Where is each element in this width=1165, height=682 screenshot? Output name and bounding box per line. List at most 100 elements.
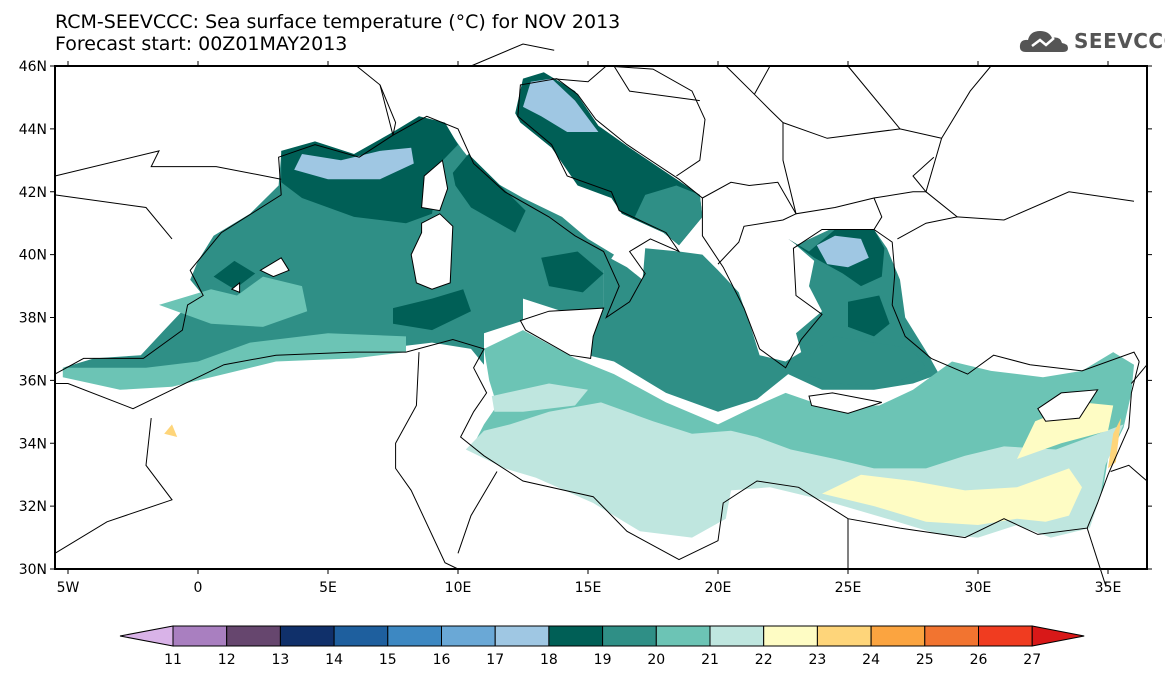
colorbar-label: 20 [647, 652, 665, 668]
lon-tick-label: 15E [575, 580, 602, 596]
colorbar: 11 12 13 14 15 16 17 18 19 20 21 22 23 24 25 26 27 [119, 625, 1085, 668]
sst-region-23 [803, 336, 926, 387]
sst-region-6 [541, 251, 604, 293]
latitude-axis: 46N 44N 42N 40N 38N 36N 34N 32N 30N [19, 59, 1152, 578]
lon-tick-label: 10E [445, 580, 472, 596]
colorbar-box [924, 625, 979, 647]
lat-tick-label: 30N [19, 562, 47, 578]
border-line-9 [1110, 464, 1148, 482]
colorbar-label: 13 [271, 652, 289, 668]
lon-tick-label: 25E [835, 580, 862, 596]
colorbar-box [602, 625, 657, 647]
lat-tick-label: 32N [19, 499, 47, 515]
border-line-19 [957, 191, 1135, 221]
border-line-21 [941, 65, 992, 139]
colorbar-label: 26 [970, 652, 988, 668]
colorbar-label: 18 [540, 652, 558, 668]
border-line-14 [613, 65, 700, 102]
colorbar-box [226, 625, 281, 647]
logo-text: SEEVCCC [1074, 29, 1165, 53]
colorbar-max-arrow [1031, 625, 1085, 647]
colorbar-box [441, 625, 496, 647]
seevccc-logo: SEEVCCC [1018, 26, 1165, 56]
lon-tick-label: 0 [194, 580, 203, 596]
colorbar-label: 17 [486, 652, 504, 668]
colorbar-label: 21 [701, 652, 719, 668]
sst-region-5 [452, 154, 526, 233]
border-line-10 [1131, 364, 1148, 384]
colorbar-box [655, 625, 711, 647]
colorbar-box [172, 625, 228, 647]
colorbar-label: 19 [594, 652, 612, 668]
lat-tick-label: 34N [19, 436, 47, 452]
colorbar-label: 27 [1023, 652, 1041, 668]
border-line-2 [54, 150, 282, 180]
sst-region-15 [491, 383, 588, 412]
sst-region-8 [213, 260, 256, 290]
colorbar-box [763, 625, 818, 647]
lon-tick-label: 20E [705, 580, 732, 596]
cloud-icon [1019, 31, 1068, 52]
border-line-3 [54, 194, 173, 240]
island-0 [410, 213, 454, 290]
border-line-18 [873, 191, 959, 240]
sst-region-18 [1108, 418, 1121, 469]
colorbar-box [494, 625, 550, 647]
border-line-23 [753, 65, 771, 95]
colorbar-box [333, 625, 389, 647]
border-line-8 [1086, 527, 1106, 585]
island-3 [259, 257, 290, 278]
colorbar-box [816, 625, 872, 647]
colorbar-label: 11 [164, 652, 182, 668]
border-line-22 [847, 65, 901, 130]
colorbar-min-arrow [119, 625, 174, 647]
island-1 [421, 159, 449, 212]
border-line-6 [457, 471, 498, 554]
chart-title: RCM-SEEVCCC: Sea surface temperature (°C… [55, 11, 621, 33]
sst-region-17 [1017, 402, 1114, 459]
colorbar-label: 15 [379, 652, 397, 668]
island-6 [230, 281, 241, 294]
island-2 [519, 307, 605, 359]
colorbar-label: 12 [218, 652, 236, 668]
colorbar-box [978, 625, 1033, 647]
longitude-axis: 5W 0 5E 10E 15E 20E 25E 30E 35E [57, 61, 1122, 596]
border-line-15 [702, 181, 797, 265]
border-line-5 [395, 352, 459, 570]
lat-tick-label: 38N [19, 311, 47, 327]
sst-region-16 [822, 468, 1082, 525]
border-line-0 [55, 338, 1140, 561]
sst-region-21 [816, 235, 869, 268]
sst-region-10 [523, 78, 599, 132]
lat-tick-label: 36N [19, 373, 47, 389]
colorbar-box [387, 625, 442, 647]
colorbar-label: 22 [755, 652, 773, 668]
colorbar-label: 16 [433, 652, 451, 668]
island-5 [1037, 389, 1099, 422]
sst-region-2 [159, 276, 308, 327]
lon-tick-label: 30E [965, 580, 992, 596]
sst-region-11 [634, 185, 703, 246]
border-line-13 [551, 65, 706, 177]
sst-region-1 [62, 333, 407, 390]
sst-region-22 [848, 295, 890, 337]
sst-region-4 [294, 147, 414, 180]
border-line-24 [379, 84, 394, 136]
border-line-1 [54, 78, 1140, 375]
lon-tick-label: 35E [1095, 580, 1122, 596]
lon-tick-label: 5E [319, 580, 337, 596]
lat-tick-label: 46N [19, 59, 47, 75]
sst-region-19 [164, 424, 178, 437]
border-line-12 [470, 43, 555, 67]
colorbar-box [870, 625, 926, 647]
lat-tick-label: 44N [19, 122, 47, 138]
border-line-17 [782, 122, 943, 193]
colorbar-box [548, 625, 604, 647]
border-line-16 [782, 122, 883, 230]
colorbar-label: 23 [808, 652, 826, 668]
lon-tick-label: 5W [57, 580, 80, 596]
country-borders [54, 43, 1148, 585]
island-4 [808, 392, 882, 414]
lat-tick-label: 42N [19, 185, 47, 201]
